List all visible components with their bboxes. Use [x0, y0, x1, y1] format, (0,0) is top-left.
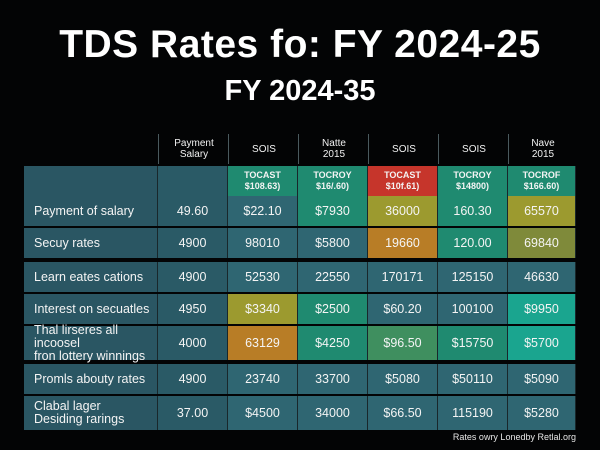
table-row: Thal lirseres all incoosel fron lottery …	[24, 323, 576, 362]
table-cell: $3340	[228, 294, 298, 324]
table-cell: 37.00	[158, 396, 228, 430]
subheader-cell: TOCAST $10f.61)	[368, 166, 438, 196]
table-row: Interest on secuatles 4950 $3340 $2500 $60.2…	[24, 294, 576, 324]
table-cell: $5090	[508, 364, 576, 394]
subheader-cell: TOCROF $166.60)	[508, 166, 576, 196]
table-cell: 34000	[298, 396, 368, 430]
table-cell: $22.10	[228, 196, 298, 226]
table-cell: 4900	[158, 364, 228, 394]
table-cell: $5080	[368, 364, 438, 394]
table-cell: 65570	[508, 196, 576, 226]
table-cell: 22550	[298, 262, 368, 292]
table-cell: 4900	[158, 262, 228, 292]
table-row: Payment of salary 49.60 $22.10 $7930 36000 16…	[24, 196, 576, 226]
subheader-cell: TOCROY $16/.60)	[298, 166, 368, 196]
header-cell-sois-1: SOIS	[228, 134, 299, 164]
header-cell-sois-3: SOIS	[438, 134, 509, 164]
table-cell: 160.30	[438, 196, 508, 226]
header-cell-nave-2015: Nave 2015	[508, 134, 577, 164]
page-title: TDS Rates fo: FY 2024-25	[59, 23, 541, 66]
row-label: Learn eates cations	[24, 262, 158, 292]
table-cell: 23740	[228, 364, 298, 394]
table-cell: 69840	[508, 228, 576, 258]
subheader-cell: TOCROY $14800)	[438, 166, 508, 196]
table-cell: 100100	[438, 294, 508, 324]
header-cell-natte-2015: Natte 2015	[298, 134, 369, 164]
table-cell: 115190	[438, 396, 508, 430]
table-cell: $2500	[298, 294, 368, 324]
table-cell: 63129	[228, 326, 298, 360]
table-cell: 4900	[158, 228, 228, 258]
subheader-cell: TOCAST $108.63)	[228, 166, 298, 196]
table-cell: 52530	[228, 262, 298, 292]
table-cell: $96.50	[368, 326, 438, 360]
table-cell: 46630	[508, 262, 576, 292]
row-label: Payment of salary	[24, 196, 158, 226]
table-cell: $7930	[298, 196, 368, 226]
row-label: Thal lirseres all incoosel fron lottery …	[24, 323, 158, 362]
table-row: Learn eates cations 4900 52530 22550 170171 1…	[24, 262, 576, 292]
table-cell: 49.60	[158, 196, 228, 226]
table-cell: $9950	[508, 294, 576, 324]
row-label: Interest on secuatles	[24, 294, 158, 324]
header-cell-sois-2: SOIS	[368, 134, 439, 164]
table-cell: $66.50	[368, 396, 438, 430]
table-cell: 120.00	[438, 228, 508, 258]
table-cell: $60.20	[368, 294, 438, 324]
rates-table: Payment Salary SOIS Natte 2015 SOIS SOIS…	[24, 134, 576, 434]
table-row: Secuy rates 4900 98010 $5800 19660 120.00 6984…	[24, 228, 576, 258]
header-cell-payment-salary: Payment Salary	[158, 134, 229, 164]
row-label: Clabal lager Desiding rarings	[24, 396, 158, 430]
table-cell: 36000	[368, 196, 438, 226]
table-subheader-row: TOCAST $108.63) TOCROY $16/.60) TOCAST $10…	[24, 166, 576, 196]
table-cell: 170171	[368, 262, 438, 292]
table-cell: 19660	[368, 228, 438, 258]
page-subtitle: FY 2024-35	[224, 75, 376, 107]
table-row: Clabal lager Desiding rarings 37.00 $4500 3…	[24, 396, 576, 430]
table-cell: $50110	[438, 364, 508, 394]
table-cell: $4500	[228, 396, 298, 430]
subheader-cell	[24, 166, 158, 196]
table-cell: 33700	[298, 364, 368, 394]
source-footnote: Rates owry Lonedby Retlal.org	[452, 432, 576, 442]
table-cell: $5700	[508, 326, 576, 360]
table-header-row: Payment Salary SOIS Natte 2015 SOIS SOIS…	[24, 134, 576, 164]
table-cell: $5800	[298, 228, 368, 258]
table-cell: $5280	[508, 396, 576, 430]
row-label: Promls abouty rates	[24, 364, 158, 394]
table-cell: 4950	[158, 294, 228, 324]
table-cell: 4000	[158, 326, 228, 360]
subheader-cell	[158, 166, 228, 196]
table-cell: 125150	[438, 262, 508, 292]
table-cell: $15750	[438, 326, 508, 360]
row-label: Secuy rates	[24, 228, 158, 258]
header-cell-blank	[24, 134, 158, 164]
table-cell: 98010	[228, 228, 298, 258]
table-row: Promls abouty rates 4900 23740 33700 $5080 $5…	[24, 364, 576, 394]
table-cell: $4250	[298, 326, 368, 360]
